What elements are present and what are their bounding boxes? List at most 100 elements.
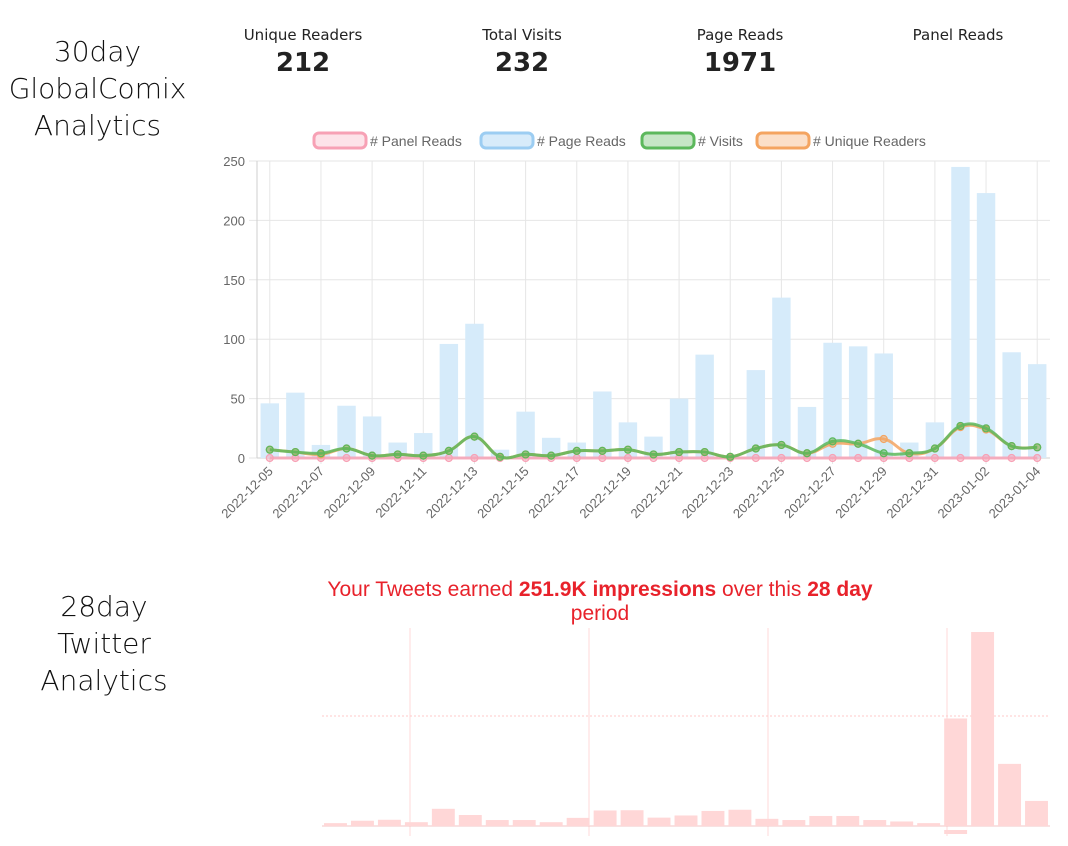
stat-page-reads: Page Reads 1971: [640, 26, 840, 78]
label-line: 30day: [53, 35, 142, 68]
y-tick-label: 100: [223, 332, 245, 347]
data-point: [1033, 453, 1042, 463]
page-reads-bar: [516, 411, 535, 458]
page-reads-bar: [746, 370, 766, 458]
headline-text: Your Tweets earned: [327, 578, 519, 601]
data-point: [444, 446, 453, 455]
data-point: [393, 450, 402, 459]
impressions-bar: [350, 820, 374, 826]
label-line: Analytics: [33, 109, 162, 142]
data-point: [598, 453, 607, 463]
page-reads-bar: [976, 193, 996, 459]
stat-value: 232: [494, 48, 550, 78]
data-point: [598, 446, 607, 455]
data-point: [291, 453, 300, 463]
impressions-bar: [458, 815, 482, 826]
page-reads-bar: [337, 405, 356, 458]
x-tick-label: 2022-12-27: [781, 464, 839, 522]
impressions-bar: [1025, 800, 1048, 826]
data-point: [751, 444, 760, 453]
impressions-bar: [782, 820, 806, 826]
data-point: [802, 449, 812, 458]
legend-swatch: [640, 131, 696, 150]
data-point: [777, 440, 786, 450]
data-point: [981, 424, 991, 433]
page-reads-bar: [541, 437, 561, 458]
page-reads-bar: [874, 353, 893, 458]
data-point: [572, 453, 581, 463]
stat-label: Panel Reads: [912, 26, 1004, 44]
y-tick-label: 250: [223, 154, 245, 169]
x-tick-label: 2023-01-04: [986, 464, 1044, 522]
stat-panel-reads: Panel Reads: [858, 26, 1058, 48]
data-point: [623, 453, 633, 463]
page-reads-bar: [669, 398, 689, 458]
data-point: [316, 449, 326, 458]
data-point: [956, 421, 965, 431]
impressions-bar: [674, 815, 698, 826]
impressions-bar: [701, 810, 725, 826]
series-line: [269, 422, 1038, 460]
label-line: GlobalComix: [8, 72, 187, 105]
data-point: [623, 445, 633, 454]
x-tick-label: 2022-12-09: [321, 464, 379, 522]
stat-label: Total Visits: [482, 26, 562, 44]
legend-swatch: [312, 131, 368, 150]
impressions-bar: [944, 718, 968, 826]
data-point: [777, 453, 786, 463]
impressions-bar: [728, 809, 752, 826]
impressions-bar: [917, 823, 941, 826]
data-point: [470, 432, 479, 441]
stat-unique-readers: Unique Readers 212: [203, 26, 403, 78]
page-reads-bar: [797, 406, 817, 458]
page-reads-bar: [260, 403, 279, 458]
impressions-bar: [836, 815, 860, 826]
data-point: [495, 452, 505, 461]
label-line: Analytics: [40, 664, 168, 697]
impressions-bar: [485, 820, 509, 826]
page-reads-bar: [465, 323, 484, 458]
x-tick-label: 2022-12-21: [628, 464, 686, 522]
impressions-bar: [431, 808, 455, 826]
y-tick-label: 150: [223, 273, 245, 288]
page-reads-bar: [362, 416, 382, 458]
x-tick-label: 2022-12-11: [372, 464, 429, 521]
stat-label: Page Reads: [696, 26, 784, 44]
data-point: [470, 453, 479, 463]
page-reads-bar: [823, 342, 842, 458]
stat-value: 212: [275, 48, 331, 78]
stat-value: 1971: [703, 48, 777, 78]
data-point: [265, 445, 274, 454]
page-reads-bar: [772, 297, 791, 458]
data-point: [1033, 443, 1042, 452]
x-tick-label: 2023-01-02: [935, 464, 993, 522]
data-point: [981, 453, 991, 463]
x-tick-label: 2022-12-17: [525, 464, 583, 522]
page-reads-bar: [1028, 364, 1047, 458]
page-reads-bar: [848, 346, 868, 458]
globalcomix-section-label: 30day GlobalComix Analytics: [0, 33, 195, 144]
impressions-bar: [566, 817, 590, 826]
legend-label: # Panel Reads: [370, 133, 462, 149]
impressions-bar: [620, 810, 644, 826]
impressions-bar: [539, 822, 563, 826]
impressions-bar: [593, 810, 617, 826]
data-point: [291, 447, 300, 457]
page-reads-bar: [593, 391, 612, 458]
data-point: [905, 449, 914, 458]
x-tick-label: 2022-12-31: [883, 464, 941, 522]
impressions-bar: [998, 763, 1022, 826]
impressions-bar: [755, 818, 779, 826]
stat-total-visits: Total Visits 232: [422, 26, 622, 78]
data-point: [649, 450, 658, 459]
data-point: [700, 453, 709, 463]
data-point: [342, 453, 351, 463]
y-tick-label: 200: [223, 213, 245, 228]
label-line: 28day: [60, 590, 148, 623]
data-point: [444, 453, 453, 463]
x-tick-label: 2022-12-07: [269, 464, 327, 522]
x-tick-label: 2022-12-05: [218, 464, 276, 522]
data-point: [265, 453, 274, 463]
page-reads-bar: [414, 433, 433, 458]
legend-swatch: [479, 131, 535, 150]
